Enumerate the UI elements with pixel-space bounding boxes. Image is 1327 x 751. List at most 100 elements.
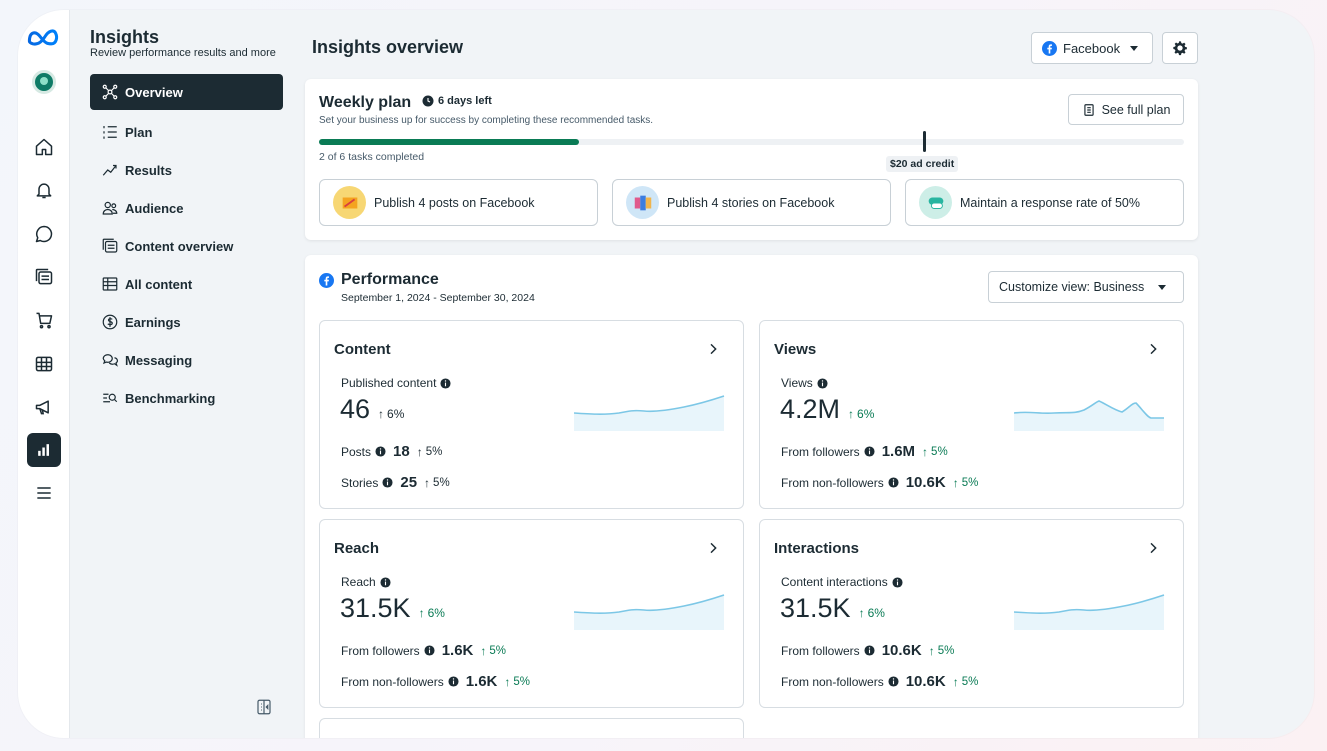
caret-down-icon [1158, 284, 1167, 290]
plan-icon [103, 126, 117, 139]
credit-milestone-marker [923, 131, 926, 152]
icon-rail [18, 10, 70, 738]
metric-row-posts: Posts 18 ↑ 5% [341, 443, 443, 460]
interactions-metric-card[interactable]: Interactions Content interactions 31.5K … [759, 519, 1184, 708]
arrow-up-icon: ↑ [952, 674, 959, 689]
metric-primary-value: 31.5K ↑ 6% [780, 593, 885, 623]
account-avatar[interactable] [32, 70, 56, 94]
metric-primary-value: 46 ↑ 6% [340, 394, 405, 424]
info-icon[interactable] [380, 576, 391, 588]
sidebar-item-audience[interactable]: Audience [90, 189, 283, 227]
info-icon[interactable] [892, 576, 903, 588]
arrow-up-icon: ↑ [424, 475, 431, 490]
sidebar-item-label: All content [125, 276, 193, 292]
arrow-up-icon: ↑ [378, 407, 385, 421]
ads-table-icon[interactable] [27, 347, 61, 381]
document-list-icon [1083, 103, 1094, 116]
inbox-chat-icon[interactable] [27, 217, 61, 251]
meta-logo-icon[interactable] [26, 26, 60, 48]
metric-primary-label: Reach [341, 575, 391, 589]
weekly-plan-title: Weekly plan [319, 94, 412, 111]
caret-down-icon [1130, 45, 1139, 51]
table-icon [102, 277, 118, 291]
sidebar-item-label: Results [125, 162, 172, 178]
weekly-plan-card: Weekly plan 6 days left Set your busines… [305, 79, 1198, 240]
arrow-up-icon: ↑ [418, 606, 425, 620]
post-task-icon [333, 186, 366, 219]
shop-cart-icon[interactable] [27, 303, 61, 337]
info-icon[interactable] [888, 676, 899, 687]
app-frame: Insights Review performance results and … [18, 10, 1314, 738]
info-icon[interactable] [382, 477, 393, 488]
metric-row-from-non-followers: From non-followers 10.6K ↑ 5% [781, 673, 979, 690]
reach-sparkline [574, 594, 725, 630]
collapse-sidebar-icon[interactable] [255, 698, 273, 716]
settings-button[interactable] [1162, 32, 1198, 64]
task-publish-stories[interactable]: Publish 4 stories on Facebook [612, 179, 891, 226]
content-metric-card[interactable]: Content Published content 46 ↑ 6% Posts [319, 320, 744, 509]
days-left-text: 6 days left [438, 95, 492, 107]
chevron-right-icon[interactable] [705, 540, 721, 556]
sidebar-nav: Overview Plan Results Audience Content o… [90, 74, 283, 417]
menu-hamburger-icon[interactable] [27, 476, 61, 510]
insights-bar-chart-icon[interactable] [27, 433, 61, 467]
customize-view-value: Customize view: Business [999, 280, 1145, 294]
info-icon[interactable] [440, 377, 451, 389]
home-icon[interactable] [27, 130, 61, 164]
chevron-right-icon[interactable] [1145, 341, 1161, 357]
views-metric-card[interactable]: Views Views 4.2M ↑ 6% From followers [759, 320, 1184, 509]
info-icon[interactable] [888, 477, 899, 488]
info-icon[interactable] [864, 645, 875, 656]
sidebar-item-plan[interactable]: Plan [90, 113, 283, 151]
content-library-icon[interactable] [27, 260, 61, 294]
arrow-up-icon: ↑ [504, 674, 511, 689]
results-icon [102, 164, 117, 176]
story-task-icon [626, 186, 659, 219]
metric-row-from-non-followers: From non-followers 1.6K ↑ 5% [341, 673, 531, 690]
reach-metric-card[interactable]: Reach Reach 31.5K ↑ 6% From followers [319, 519, 744, 708]
metric-row-from-followers: From followers 10.6K ↑ 5% [781, 642, 955, 659]
sidebar-item-content-overview[interactable]: Content overview [90, 227, 283, 265]
sidebar-item-benchmarking[interactable]: Benchmarking [90, 379, 283, 417]
sidebar-item-earnings[interactable]: Earnings [90, 303, 283, 341]
metric-delta: ↑ 6% [848, 407, 875, 421]
info-icon[interactable] [817, 377, 828, 389]
see-full-plan-button[interactable]: See full plan [1068, 94, 1184, 125]
notifications-bell-icon[interactable] [27, 173, 61, 207]
metric-primary-label: Content interactions [781, 575, 903, 589]
megaphone-icon[interactable] [27, 390, 61, 424]
chevron-right-icon[interactable] [705, 341, 721, 357]
info-icon[interactable] [448, 676, 459, 687]
facebook-logo-icon [319, 273, 334, 288]
arrow-up-icon: ↑ [952, 475, 959, 490]
info-icon[interactable] [375, 446, 386, 457]
sidebar-item-messaging[interactable]: Messaging [90, 341, 283, 379]
performance-title: Performance [341, 271, 439, 288]
task-response-rate[interactable]: Maintain a response rate of 50% [905, 179, 1184, 226]
info-icon[interactable] [424, 645, 435, 656]
metric-primary-value: 4.2M ↑ 6% [780, 394, 875, 424]
arrow-up-icon: ↑ [480, 643, 487, 658]
sidebar-subtitle: Review performance results and more [90, 47, 276, 59]
sidebar-item-label: Earnings [125, 314, 181, 330]
main-content: Insights overview Facebook Weekly plan 6… [296, 10, 1314, 738]
sidebar-item-all-content[interactable]: All content [90, 265, 283, 303]
customize-view-select[interactable]: Customize view: Business [988, 271, 1184, 303]
sidebar-item-results[interactable]: Results [90, 151, 283, 189]
chevron-right-icon[interactable] [1145, 540, 1161, 556]
overview-icon [102, 84, 118, 100]
page-title: Insights overview [312, 37, 464, 57]
metric-delta: ↑ 6% [378, 407, 405, 421]
metric-primary-value: 31.5K ↑ 6% [340, 593, 445, 623]
sidebar-item-label: Content overview [125, 238, 234, 254]
metric-title: Reach [334, 540, 380, 557]
platform-select[interactable]: Facebook [1031, 32, 1153, 64]
sidebar-item-overview[interactable]: Overview [90, 74, 283, 110]
info-icon[interactable] [864, 446, 875, 457]
benchmarking-icon [103, 393, 118, 403]
task-publish-posts[interactable]: Publish 4 posts on Facebook [319, 179, 598, 226]
clock-icon [422, 95, 434, 107]
sidebar-title: Insights [90, 27, 160, 47]
metric-row-from-followers: From followers 1.6K ↑ 5% [341, 642, 506, 659]
next-metric-card-partial[interactable] [319, 718, 744, 738]
